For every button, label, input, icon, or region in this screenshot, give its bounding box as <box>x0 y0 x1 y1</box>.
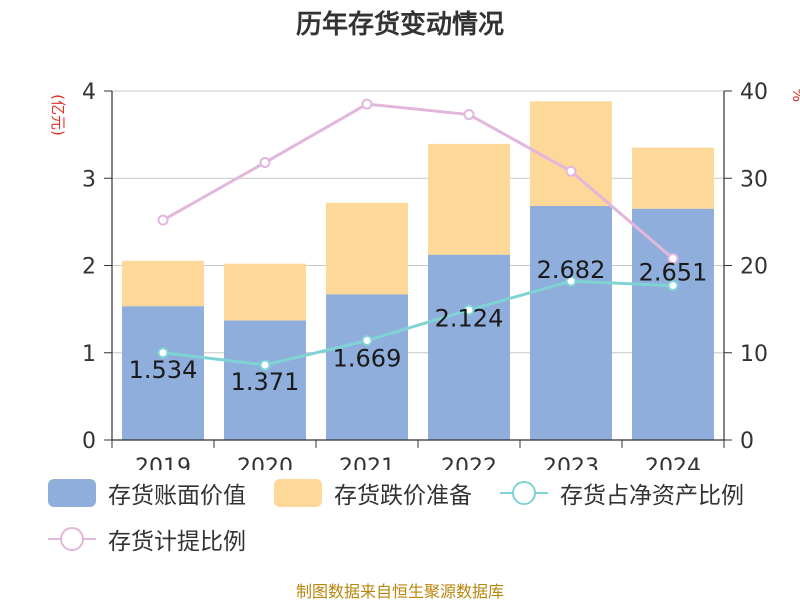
legend-swatch-net-asset-ratio <box>500 479 548 507</box>
data-labels-layer: 1.534 1.371 1.669 2.124 2.682 2.651 <box>129 256 708 396</box>
data-label-book-value: 1.534 <box>129 356 198 384</box>
point-net-asset-ratio <box>565 275 577 287</box>
point-provision-ratio <box>157 214 169 226</box>
bar-impairment <box>530 101 612 206</box>
right-tick-label: 10 <box>740 342 768 367</box>
bar-book-value <box>428 254 510 440</box>
chart-title: 历年存货变动情况 <box>295 10 504 40</box>
x-tick-label: 2022 <box>441 455 497 470</box>
point-provision-ratio <box>565 165 577 177</box>
data-label-book-value: 2.651 <box>639 259 708 287</box>
point-net-asset-ratio <box>463 304 475 316</box>
bar-impairment <box>428 143 510 255</box>
bar-impairment <box>326 202 408 295</box>
legend-item-net-asset-ratio[interactable]: 存货占净资产比例 <box>500 476 744 510</box>
point-net-asset-ratio <box>157 347 169 359</box>
point-provision-ratio <box>361 98 373 110</box>
point-provision-ratio <box>667 253 679 265</box>
legend-item-book-value[interactable]: 存货账面价值 <box>48 476 246 510</box>
point-provision-ratio <box>463 109 475 121</box>
legend-label: 存货跌价准备 <box>334 483 472 509</box>
legend-label: 存货账面价值 <box>108 483 246 509</box>
right-axis-unit: % <box>789 88 800 102</box>
left-tick-label: 2 <box>82 255 96 280</box>
point-net-asset-ratio <box>259 359 271 371</box>
left-tick-label: 1 <box>82 342 96 367</box>
legend-item-provision-ratio[interactable]: 存货计提比例 <box>48 522 246 556</box>
bar-book-value <box>122 306 204 440</box>
bar-impairment <box>122 260 204 307</box>
bar-impairment <box>224 263 306 321</box>
x-tick-label: 2021 <box>339 455 395 470</box>
legend-label: 存货占净资产比例 <box>560 483 744 509</box>
right-tick-label: 20 <box>740 255 768 280</box>
bar-book-value <box>224 320 306 440</box>
data-label-book-value: 1.669 <box>333 344 402 372</box>
legend-item-impairment[interactable]: 存货跌价准备 <box>274 476 472 510</box>
bar-book-value <box>530 205 612 440</box>
line-provision-ratio <box>162 102 674 260</box>
right-tick-label: 40 <box>740 80 768 105</box>
left-tick-label: 4 <box>82 80 96 105</box>
source-note: 制图数据来自恒生聚源数据库 <box>295 582 504 601</box>
legend-swatch-provision-ratio <box>48 525 96 553</box>
x-tick-label: 2020 <box>237 455 293 470</box>
legend-label: 存货计提比例 <box>108 529 246 555</box>
point-provision-ratio <box>259 157 271 169</box>
right-tick-label: 0 <box>740 429 754 454</box>
legend-swatch-impairment <box>274 479 322 507</box>
left-tick-label: 0 <box>82 429 96 454</box>
legend-swatch-book-value <box>48 479 96 507</box>
x-tick-label: 2019 <box>135 455 191 470</box>
right-tick-label: 30 <box>740 167 768 192</box>
x-tick-label: 2024 <box>645 455 701 470</box>
lines-layer <box>157 98 679 371</box>
bars-layer <box>122 101 714 440</box>
bar-book-value <box>632 208 714 440</box>
left-axis-unit: (亿元) <box>49 94 67 136</box>
left-tick-label: 3 <box>82 167 96 192</box>
line-net-asset-ratio <box>162 279 674 367</box>
data-label-book-value: 2.124 <box>435 305 504 333</box>
bar-book-value <box>326 294 408 440</box>
data-label-book-value: 2.682 <box>537 256 606 284</box>
data-label-book-value: 1.371 <box>231 368 300 396</box>
gridlines <box>112 90 724 354</box>
bar-impairment <box>632 147 714 209</box>
point-net-asset-ratio <box>361 335 373 347</box>
x-tick-label: 2023 <box>543 455 599 470</box>
point-net-asset-ratio <box>667 280 679 292</box>
